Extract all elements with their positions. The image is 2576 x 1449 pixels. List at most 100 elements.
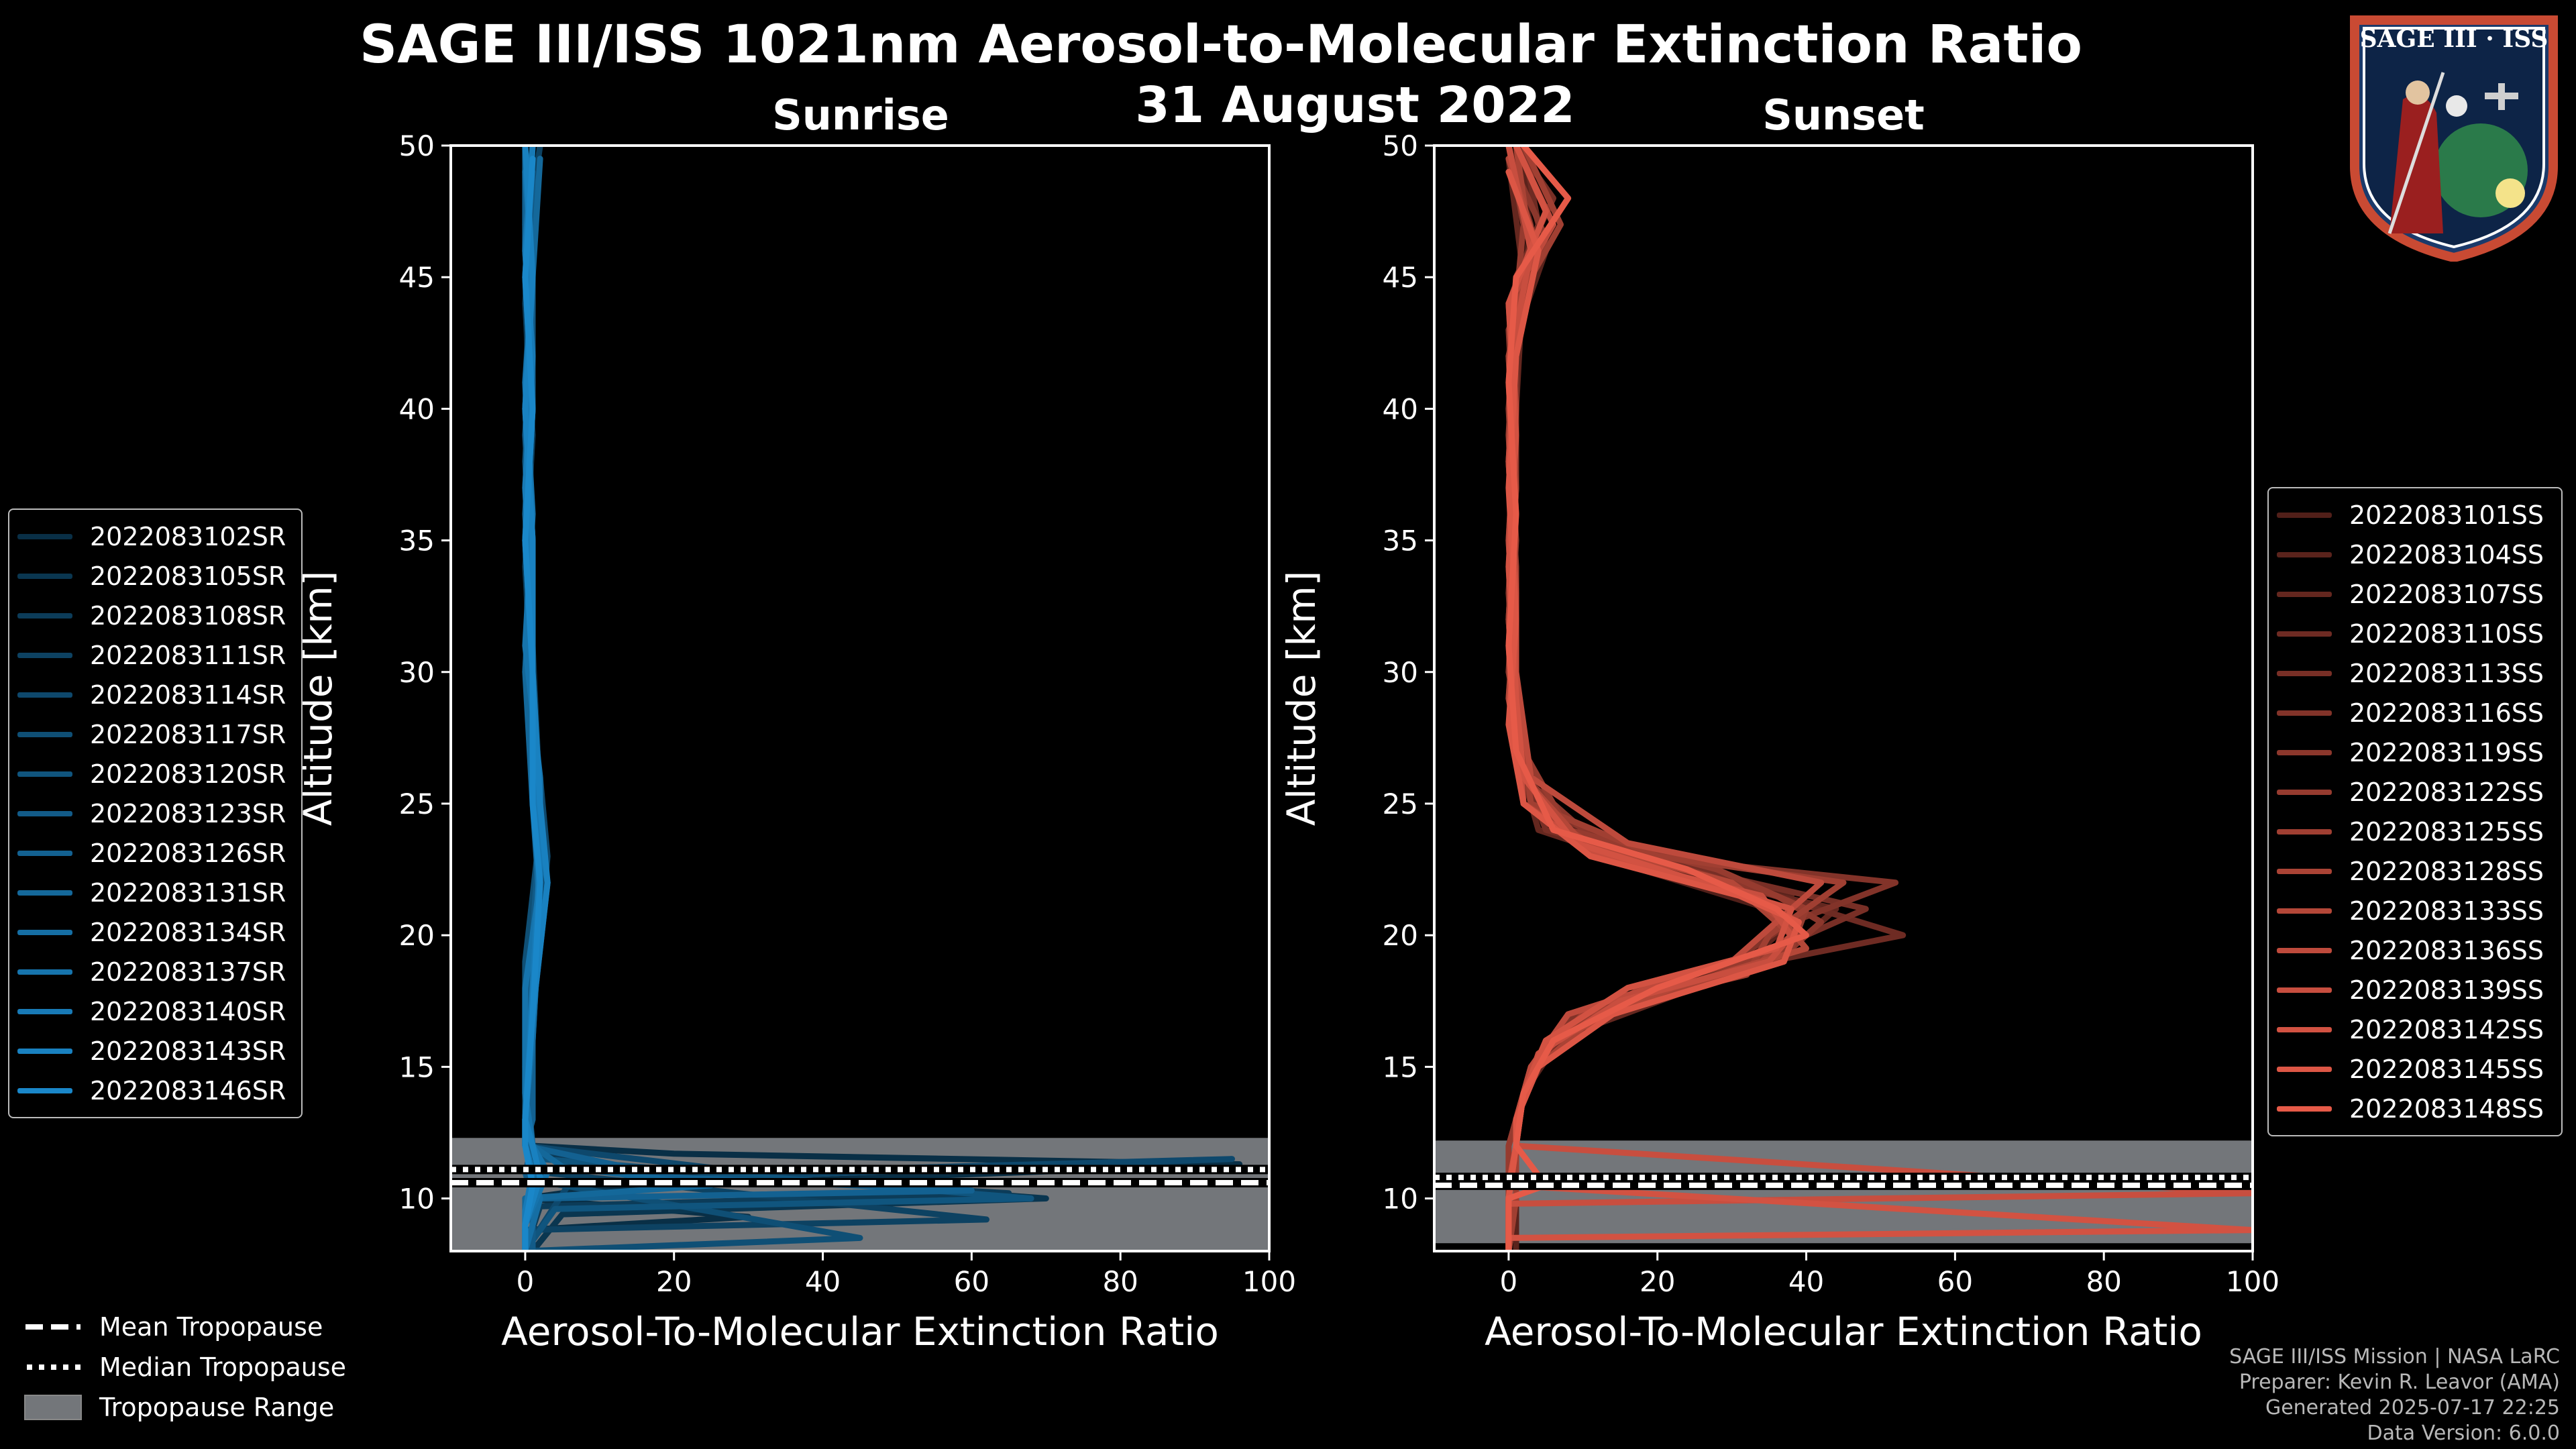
- legend-entry: 2022083140SR: [17, 991, 293, 1031]
- legend-line-swatch: [2277, 828, 2332, 835]
- series-line-2022083113SS: [1505, 146, 1869, 1251]
- legend-entry: 2022083114SR: [17, 675, 293, 714]
- chart-title: SAGE III/ISS 1021nm Aerosol-to-Molecular…: [360, 15, 2082, 75]
- sunrise-panel-title: Sunrise: [772, 91, 949, 140]
- tropopause-range-entry: Tropopause Range: [24, 1387, 346, 1428]
- legend-entry: 2022083128SS: [2277, 851, 2553, 891]
- legend-label: 2022083133SS: [2349, 896, 2544, 926]
- series-line-2022083107SS: [1505, 156, 1839, 1251]
- legend-line-swatch: [17, 692, 72, 698]
- y-tick-label: 10: [399, 1183, 435, 1216]
- x-tick-label: 20: [656, 1265, 692, 1298]
- series-line-2022083105SR: [522, 146, 1049, 1251]
- legend-entry: 2022083104SS: [2277, 535, 2553, 574]
- legend-line-swatch: [17, 1087, 72, 1093]
- sunset-legend: 2022083101SS 2022083104SS 2022083107SS 2022…: [2267, 487, 2563, 1136]
- series-line-2022083110SS: [1505, 146, 1907, 1251]
- series-line-2022083145SS: [1505, 168, 1802, 1251]
- x-tick-label: 20: [1640, 1265, 1675, 1298]
- series-line-2022083104SS: [1505, 146, 1794, 1251]
- dotted-line-icon: [27, 1364, 80, 1370]
- y-tick-label: 35: [399, 525, 435, 557]
- legend-label: 2022083143SR: [90, 1036, 286, 1066]
- legend-entry: 2022083120SR: [17, 754, 293, 794]
- legend-entry: 2022083123SR: [17, 794, 293, 833]
- series-line-2022083102SR: [522, 146, 1243, 1251]
- legend-label: 2022083128SS: [2349, 856, 2544, 886]
- series-line-2022083117SR: [522, 146, 863, 1251]
- series-line-2022083116SS: [1505, 146, 1899, 1251]
- range-swatch-icon: [24, 1395, 82, 1420]
- x-tick-label: 60: [954, 1265, 989, 1298]
- series-line-2022083137SR: [522, 168, 551, 1251]
- legend-label: 2022083139SS: [2349, 975, 2544, 1005]
- legend-line-swatch: [17, 533, 72, 539]
- legend-entry: 2022083133SS: [2277, 891, 2553, 930]
- y-tick-label: 45: [399, 261, 435, 294]
- legend-label: 2022083113SS: [2349, 658, 2544, 688]
- legend-entry: 2022083108SR: [17, 596, 293, 635]
- legend-label: 2022083120SR: [90, 759, 286, 789]
- legend-entry: 2022083122SS: [2277, 772, 2553, 812]
- legend-line-swatch: [17, 1008, 72, 1014]
- y-tick-label: 40: [399, 392, 435, 425]
- legend-entry: 2022083148SS: [2277, 1089, 2553, 1128]
- series-line-2022083142SS: [1505, 146, 2253, 1251]
- legend-entry: 2022083136SS: [2277, 930, 2553, 970]
- series-line-2022083125SS: [1505, 146, 1847, 1251]
- legend-entry: 2022083101SS: [2277, 495, 2553, 535]
- legend-entry: 2022083137SR: [17, 952, 293, 991]
- series-line-2022083139SS: [1505, 146, 2253, 1251]
- legend-label: 2022083105SR: [90, 561, 286, 591]
- series-line-2022083140SR: [522, 146, 543, 1251]
- legend-line-swatch: [17, 731, 72, 737]
- legend-label: 2022083102SR: [90, 521, 286, 551]
- legend-line-swatch: [2277, 1026, 2332, 1032]
- dashed-line-icon: [25, 1324, 80, 1330]
- sunset-panel-title: Sunset: [1762, 91, 1925, 140]
- tropopause-legend: Mean Tropopause Median Tropopause Tropop…: [24, 1307, 346, 1428]
- series-line-2022083123SR: [522, 168, 543, 1251]
- y-tick-label: 30: [1383, 656, 1418, 689]
- legend-line-swatch: [17, 652, 72, 658]
- y-tick-label: 35: [1383, 525, 1418, 557]
- legend-entry: 2022083134SR: [17, 912, 293, 952]
- y-tick-label: 25: [1383, 788, 1418, 820]
- median-tropopause-label: Median Tropopause: [99, 1352, 346, 1382]
- y-tick-label: 20: [399, 919, 435, 952]
- y-tick-label: 15: [1383, 1051, 1418, 1083]
- series-line-2022083119SS: [1505, 168, 1825, 1251]
- x-tick-label: 80: [1102, 1265, 1138, 1298]
- x-tick-label: 100: [1242, 1265, 1296, 1298]
- legend-line-swatch: [2277, 789, 2332, 795]
- series-line-2022083128SS: [1505, 146, 1794, 1251]
- legend-line-swatch: [17, 573, 72, 579]
- series-line-2022083143SR: [522, 146, 551, 1251]
- y-axis-label: Altitude [km]: [1279, 571, 1324, 826]
- legend-entry: 2022083117SR: [17, 714, 293, 754]
- legend-label: 2022083145SS: [2349, 1054, 2544, 1084]
- y-tick-label: 10: [1383, 1183, 1418, 1216]
- y-tick-label: 15: [399, 1051, 435, 1083]
- tropopause-range-label: Tropopause Range: [99, 1393, 335, 1422]
- legend-entry: 2022083110SS: [2277, 614, 2553, 653]
- legend-entry: 2022083113SS: [2277, 653, 2553, 693]
- x-tick-label: 100: [2226, 1265, 2279, 1298]
- legend-label: 2022083104SS: [2349, 539, 2544, 570]
- mean-tropopause-entry: Mean Tropopause: [24, 1307, 346, 1347]
- series-line-2022083133SS: [1505, 156, 1809, 1251]
- legend-line-swatch: [17, 612, 72, 619]
- y-tick-label: 30: [399, 656, 435, 689]
- legend-label: 2022083119SS: [2349, 737, 2544, 767]
- legend-line-swatch: [17, 929, 72, 935]
- legend-line-swatch: [2277, 947, 2332, 953]
- y-tick-label: 40: [1383, 392, 1418, 425]
- series-line-2022083120SR: [522, 146, 1034, 1251]
- legend-entry: 2022083142SS: [2277, 1010, 2553, 1049]
- legend-line-swatch: [2277, 670, 2332, 676]
- series-line-2022083122SS: [1505, 146, 1809, 1251]
- legend-label: 2022083123SR: [90, 798, 286, 828]
- x-tick-label: 0: [1500, 1265, 1518, 1298]
- legend-line-swatch: [2277, 868, 2332, 874]
